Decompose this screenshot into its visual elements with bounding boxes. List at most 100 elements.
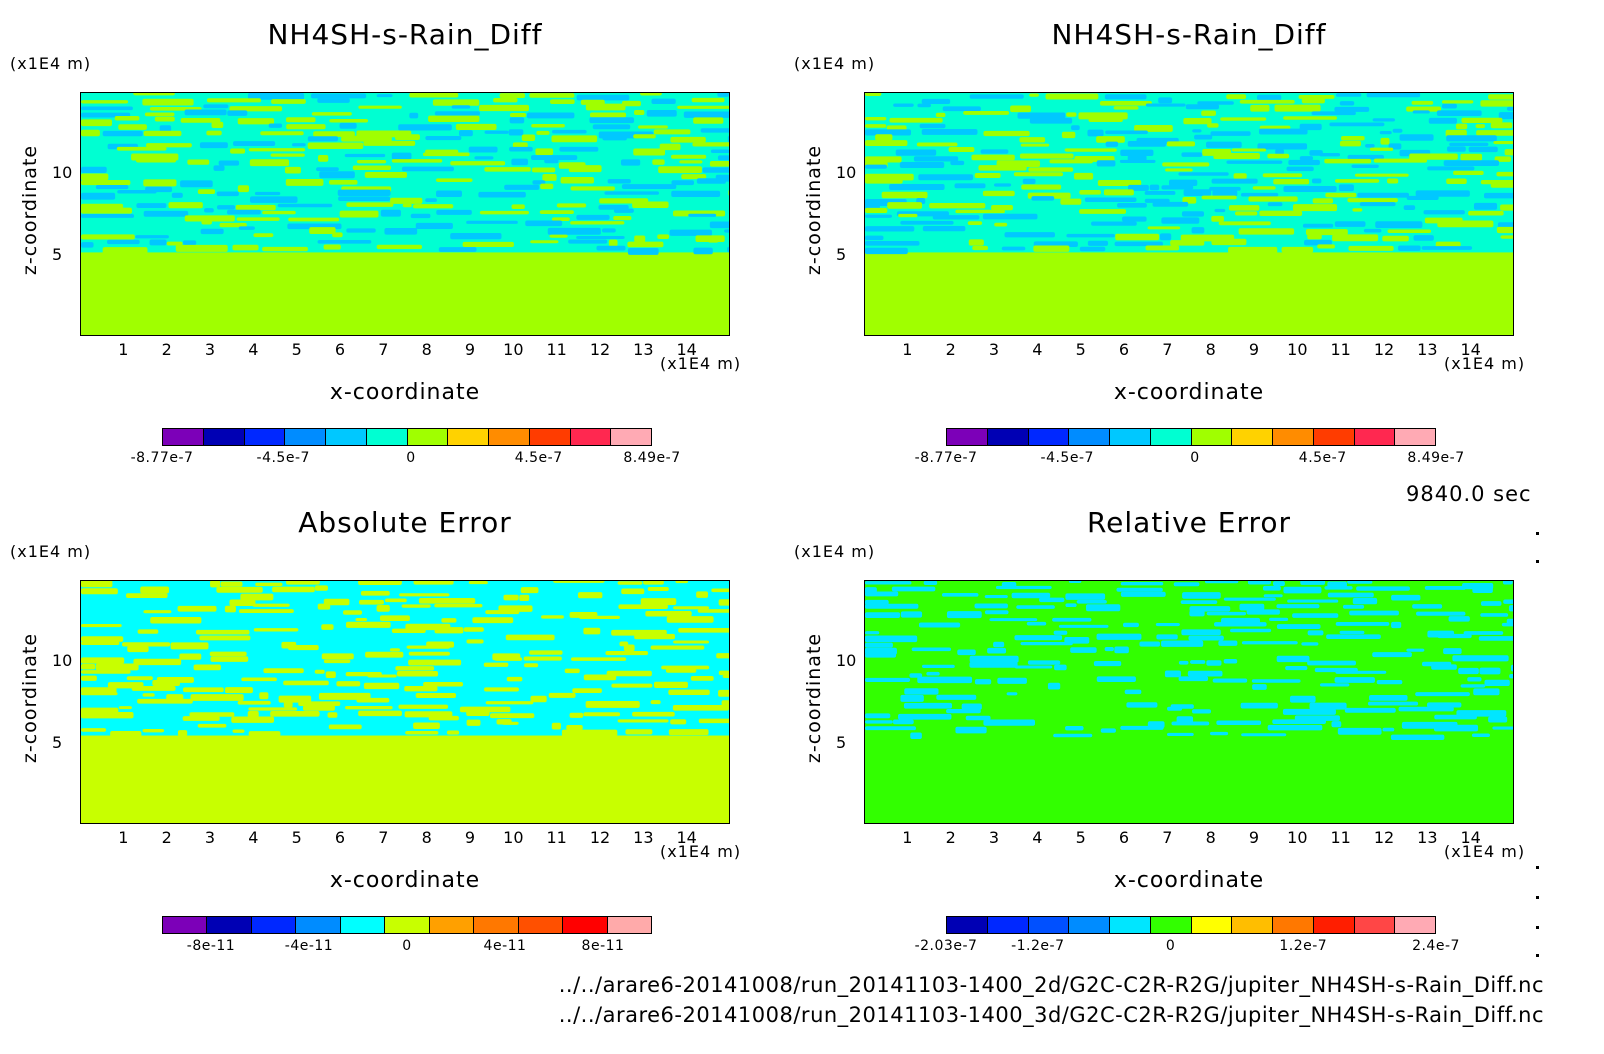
colorbar	[946, 916, 1436, 934]
field-cell	[900, 611, 923, 618]
field-cell	[436, 209, 472, 215]
field-cell	[539, 210, 574, 214]
field-cell	[865, 214, 892, 218]
field-cell	[1500, 204, 1513, 211]
field-cell	[1029, 93, 1039, 97]
field-cell	[436, 190, 462, 198]
field-cell	[1468, 210, 1504, 216]
field-cell	[409, 112, 419, 119]
field-cell	[95, 663, 139, 671]
x-tick-label: 11	[1330, 340, 1351, 359]
field-cell	[489, 713, 535, 719]
colorbar-label: 0	[1165, 938, 1176, 954]
field-cell	[954, 183, 986, 189]
field-cell	[1344, 707, 1396, 713]
field-cell	[1259, 125, 1291, 130]
colorbar-swatch	[163, 917, 208, 933]
x-tick-label: 13	[1417, 828, 1438, 847]
field-cell	[505, 634, 555, 641]
field-cell	[921, 98, 951, 104]
field-cell	[286, 581, 320, 585]
field-cell	[1379, 131, 1392, 135]
field-cell	[1276, 604, 1320, 609]
x-tick-label: 12	[589, 828, 611, 847]
x-tick-label: 8	[421, 340, 432, 359]
colorbar-label: -1.2e-7	[1011, 938, 1065, 954]
field-cell	[401, 166, 454, 172]
x-tick-label: 14	[676, 828, 697, 847]
field-cell	[1185, 104, 1219, 110]
field-cell	[285, 179, 324, 186]
field-cell	[1170, 240, 1205, 246]
field-cell	[423, 681, 464, 687]
field-cell	[551, 722, 561, 730]
field-cell	[441, 618, 457, 623]
colorbar-label: 8e-11	[581, 938, 625, 954]
y-tick-label: 5	[52, 732, 63, 752]
field-cell	[1181, 629, 1221, 636]
field-cell	[549, 234, 568, 238]
field-cell	[647, 587, 669, 592]
panel-2: Absolute Error (x1E4 m) z-coordinate (x1…	[0, 488, 780, 978]
field-cell	[339, 210, 379, 218]
field-cell	[227, 209, 261, 215]
field-cell	[1365, 143, 1375, 148]
x-tick-label: 6	[334, 828, 346, 847]
field-cell	[1209, 186, 1241, 191]
field-cell	[384, 228, 418, 235]
field-cell	[1103, 189, 1134, 196]
field-cell	[1181, 211, 1205, 217]
colorbar-swatch	[489, 429, 530, 445]
field-cell	[1445, 129, 1467, 137]
x-tick-label: 10	[1287, 340, 1308, 359]
field-cell	[717, 93, 729, 97]
field-cell	[1144, 198, 1170, 203]
field-cell	[530, 695, 547, 703]
field-cell	[577, 592, 603, 599]
field-cell	[1287, 599, 1339, 603]
field-cell	[955, 209, 1005, 214]
field-cell	[408, 659, 462, 666]
field-cell	[1240, 702, 1278, 709]
field-cell	[1347, 198, 1398, 203]
field-cell	[1192, 129, 1202, 133]
field-cell	[321, 624, 334, 630]
field-cell	[536, 130, 550, 135]
field-cell	[247, 93, 305, 100]
field-cell	[325, 671, 336, 679]
field-cell	[1448, 616, 1470, 622]
field-cell	[1272, 719, 1326, 724]
field-cell	[182, 240, 197, 246]
field-cell	[652, 159, 665, 165]
chart-title: Relative Error	[1086, 506, 1292, 539]
colorbar-swatch	[1110, 429, 1151, 445]
field-cell	[1239, 603, 1265, 611]
field-cell	[974, 679, 992, 685]
field-cell	[650, 700, 661, 705]
field-cell	[1212, 190, 1238, 197]
field-cell	[1096, 676, 1136, 682]
colorbar-swatch	[251, 917, 297, 933]
field-cell	[283, 680, 329, 686]
field-cell	[263, 668, 304, 674]
field-cell	[446, 730, 460, 735]
field-cell	[585, 103, 626, 111]
field-cell	[638, 125, 668, 129]
field-cell	[237, 185, 249, 193]
field-cell	[974, 172, 1001, 178]
field-cell	[918, 622, 961, 628]
field-cell	[1471, 733, 1490, 738]
field-cell	[248, 731, 281, 737]
field-cell	[865, 140, 908, 146]
field-cell	[1447, 146, 1466, 152]
field-cell	[1282, 708, 1336, 715]
field-cell	[1211, 238, 1247, 246]
field-cell	[307, 136, 339, 142]
x-tick-label: 11	[546, 340, 567, 359]
field-cell	[936, 694, 977, 700]
field-cell	[358, 710, 402, 717]
x-tick-label: 4	[1032, 828, 1043, 847]
field-cell	[1213, 152, 1260, 160]
field-cell	[690, 675, 714, 681]
field-cell	[478, 191, 526, 198]
